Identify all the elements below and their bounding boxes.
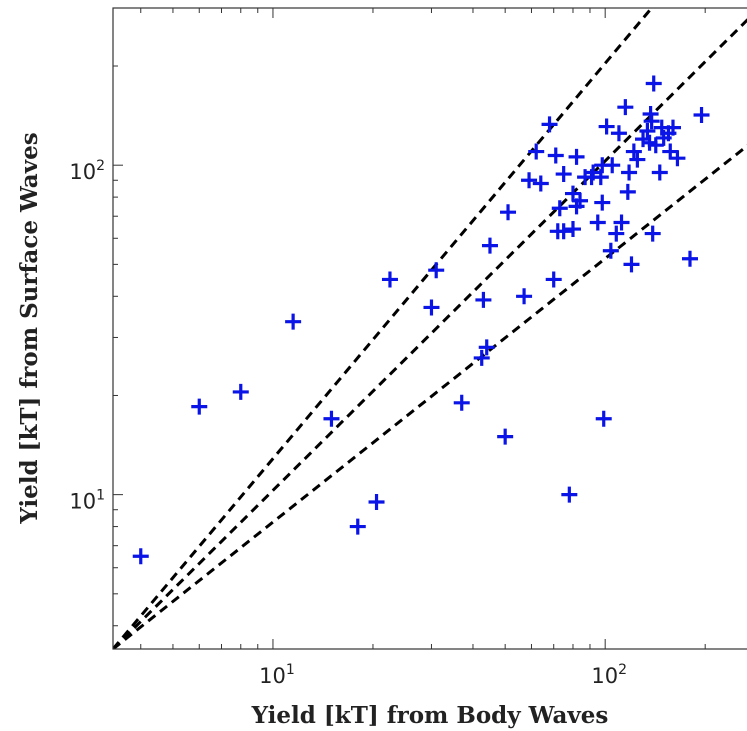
data-point (191, 398, 208, 415)
data-point (285, 313, 302, 330)
data-point (604, 157, 621, 174)
data-point (639, 122, 656, 139)
data-point (453, 394, 470, 411)
data-point (669, 150, 686, 167)
data-point (602, 242, 619, 259)
data-point (647, 137, 664, 154)
data-point (629, 151, 646, 168)
data-point (323, 410, 340, 427)
data-point (132, 548, 149, 565)
data-point (651, 164, 668, 181)
data-point (619, 183, 636, 200)
data-point (497, 428, 514, 445)
data-point (608, 225, 625, 242)
data-point (589, 214, 606, 231)
plot-frame (112, 7, 747, 650)
data-point (473, 349, 490, 366)
data-point (516, 288, 533, 305)
data-point (598, 118, 615, 135)
data-point (623, 256, 640, 273)
data-point (564, 185, 581, 202)
y-tick-label-100: 102 (69, 158, 105, 184)
data-point (594, 194, 611, 211)
plot-content (113, 8, 747, 649)
axis-ticks (113, 7, 706, 649)
data-point (521, 172, 538, 189)
y-axis-title: Yield [kT] from Surface Waves (16, 132, 43, 524)
data-point (644, 225, 661, 242)
data-point (568, 148, 585, 165)
data-point (555, 223, 572, 240)
data-point (645, 75, 662, 92)
data-point (475, 291, 492, 308)
data-point (595, 410, 612, 427)
data-point (349, 518, 366, 535)
data-point (610, 125, 627, 142)
data-point (528, 143, 545, 160)
data-point (551, 200, 568, 217)
data-point (555, 166, 572, 183)
data-point (621, 164, 638, 181)
plot-area (112, 7, 747, 650)
data-point (564, 221, 581, 238)
reference-line-0 (113, 8, 654, 649)
y-tick-labels: 101 102 (69, 158, 105, 513)
data-point (368, 493, 385, 510)
reference-line-2 (113, 144, 747, 649)
data-point (381, 271, 398, 288)
data-point (532, 175, 549, 192)
data-point (664, 119, 681, 136)
data-point (693, 107, 710, 124)
y-tick-label-10: 101 (69, 488, 105, 514)
data-point (481, 237, 498, 254)
data-point (541, 116, 558, 133)
data-point (423, 299, 440, 316)
x-axis-title: Yield [kT] from Body Waves (251, 702, 609, 729)
data-point (500, 204, 517, 221)
data-point (643, 113, 660, 130)
data-point (681, 250, 698, 267)
data-point (232, 383, 249, 400)
data-point (613, 214, 630, 231)
data-point (478, 339, 495, 356)
data-point (617, 99, 634, 116)
x-tick-label-10: 101 (259, 662, 295, 688)
data-point (547, 147, 564, 164)
data-point (625, 143, 642, 160)
data-point (545, 271, 562, 288)
data-point (561, 486, 578, 503)
data-point (428, 262, 445, 279)
data-point (572, 192, 589, 209)
x-tick-labels: 101 102 (259, 662, 627, 688)
x-tick-label-100: 102 (591, 662, 627, 688)
reference-line-1 (113, 18, 747, 649)
